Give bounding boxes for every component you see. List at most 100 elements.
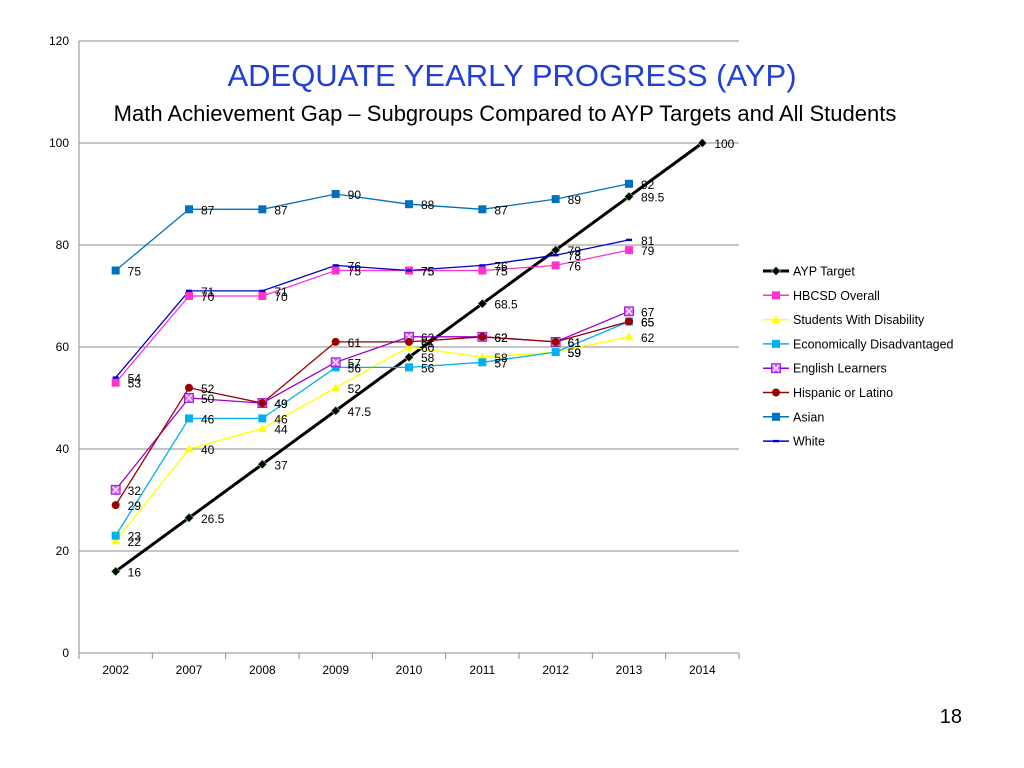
axes: 0 20 40 60 80 100 120 2002 2007 2008 2009 2010 2011 2… (49, 34, 740, 677)
marker-ayp-target (404, 352, 414, 363)
data-label-asian: 87 (201, 203, 215, 217)
legend-marker-hispanic-or-latino (772, 388, 780, 397)
data-label-white: 81 (641, 234, 655, 248)
data-label-white: 71 (274, 285, 288, 299)
marker-asian (331, 190, 340, 198)
data-label-asian: 89 (568, 193, 582, 207)
series-line-asian (115, 183, 630, 271)
legend-marker-asian (772, 412, 780, 421)
data-label-hbcsd-overall: 75 (494, 265, 508, 279)
data-label-students-with-disability: 44 (274, 423, 288, 437)
marker-economically-disadvantaged (331, 363, 340, 372)
data-label-english-learners: 57 (348, 356, 362, 370)
marker-hispanic-or-latino (111, 501, 120, 510)
marker-students-with-disability (331, 383, 341, 392)
data-label-ayp-target: 100 (714, 137, 734, 151)
data-label-english-learners: 61 (568, 336, 582, 350)
marker-hbcsd-overall (111, 378, 120, 387)
marker-hispanic-or-latino (405, 337, 413, 346)
legend-label-ayp-target: AYP Target (793, 265, 855, 279)
data-label-asian: 75 (128, 265, 142, 279)
data-label-ayp-target: 79 (568, 244, 582, 258)
marker-hispanic-or-latino (551, 337, 560, 346)
data-label-english-learners: 49 (274, 397, 288, 411)
marker-asian (478, 205, 487, 214)
marker-economically-disadvantaged (185, 414, 193, 423)
data-label-asian: 87 (494, 203, 508, 217)
marker-hispanic-or-latino (258, 399, 267, 408)
y-tick-label: 20 (56, 544, 70, 558)
marker-hbcsd-overall (625, 246, 633, 255)
data-label-hispanic-or-latino: 62 (494, 331, 508, 345)
marker-ayp-target (697, 138, 708, 148)
data-label-white: 78 (568, 249, 582, 263)
marker-hbcsd-overall (551, 261, 560, 270)
marker-white (332, 264, 339, 267)
marker-students-with-disability (404, 342, 414, 351)
data-label-hispanic-or-latino: 61 (568, 336, 582, 350)
marker-economically-disadvantaged (111, 531, 120, 540)
legend-label-asian: Asian (793, 410, 824, 424)
marker-asian (258, 205, 267, 214)
x-tick-label: 2007 (176, 663, 203, 677)
marker-hispanic-or-latino (185, 383, 193, 392)
marker-hbcsd-overall (258, 292, 267, 300)
marker-ayp-target (330, 405, 341, 416)
y-tick-label: 0 (62, 646, 69, 660)
legend: AYP Target HBCSD Overall Students With Dis… (763, 265, 954, 449)
data-label-students-with-disability: 58 (494, 351, 508, 365)
data-label-hbcsd-overall: 53 (128, 377, 142, 391)
marker-hispanic-or-latino (331, 337, 340, 346)
data-label-english-learners: 50 (201, 392, 215, 406)
marker-students-with-disability (184, 444, 194, 453)
marker-ayp-target (257, 459, 268, 470)
y-tick-label: 60 (56, 340, 70, 354)
series-line-white (115, 239, 630, 379)
legend-marker-hbcsd-overall (772, 291, 780, 300)
data-label-hbcsd-overall: 75 (421, 265, 435, 279)
marker-english-learners (184, 393, 194, 403)
y-tick-label: 40 (56, 442, 70, 456)
x-tick-label: 2013 (616, 663, 643, 677)
chart-subtitle: Math Achievement Gap – Subgroups Compare… (113, 101, 897, 126)
data-label-english-learners: 62 (494, 331, 508, 345)
marker-students-with-disability (624, 332, 634, 341)
x-tick-label: 2009 (322, 663, 349, 677)
x-tick-label: 2014 (689, 663, 716, 677)
data-label-ayp-target: 26.5 (201, 512, 225, 526)
marker-hispanic-or-latino (478, 332, 487, 341)
legend-marker-students-with-disability (771, 315, 781, 324)
data-label-economically-disadvantaged: 57 (494, 356, 508, 370)
data-label-economically-disadvantaged: 46 (201, 412, 215, 426)
marker-english-learners-cross (625, 307, 633, 315)
legend-marker-white (773, 439, 779, 443)
marker-asian (185, 205, 193, 214)
series-line-economically-disadvantaged (115, 320, 630, 537)
data-label-ayp-target: 58 (421, 351, 435, 365)
data-label-economically-disadvantaged: 56 (348, 361, 362, 375)
marker-students-with-disability (111, 536, 121, 545)
marker-asian (405, 200, 413, 209)
data-label-white: 75 (421, 265, 435, 279)
data-label-hbcsd-overall: 79 (641, 244, 655, 258)
data-label-white: 76 (348, 259, 362, 273)
data-label-students-with-disability: 60 (421, 341, 435, 355)
marker-white (112, 376, 119, 379)
data-label-hispanic-or-latino: 61 (421, 336, 435, 350)
marker-english-learners-cross (185, 394, 193, 402)
data-label-hispanic-or-latino: 49 (274, 397, 288, 411)
series-line-hispanic-or-latino (115, 320, 630, 506)
legend-label-hbcsd-overall: HBCSD Overall (793, 289, 880, 303)
series-line-hbcsd-overall (115, 249, 630, 384)
data-label-ayp-target: 68.5 (494, 298, 518, 312)
marker-asian (111, 266, 120, 275)
marker-hispanic-or-latino (625, 317, 633, 326)
data-label-english-learners: 62 (421, 331, 435, 345)
data-label-students-with-disability: 62 (641, 331, 655, 345)
data-label-white: 76 (494, 259, 508, 273)
marker-hbcsd-overall (331, 266, 340, 275)
data-label-economically-disadvantaged: 65 (641, 316, 655, 330)
data-label-ayp-target: 89.5 (641, 191, 665, 205)
